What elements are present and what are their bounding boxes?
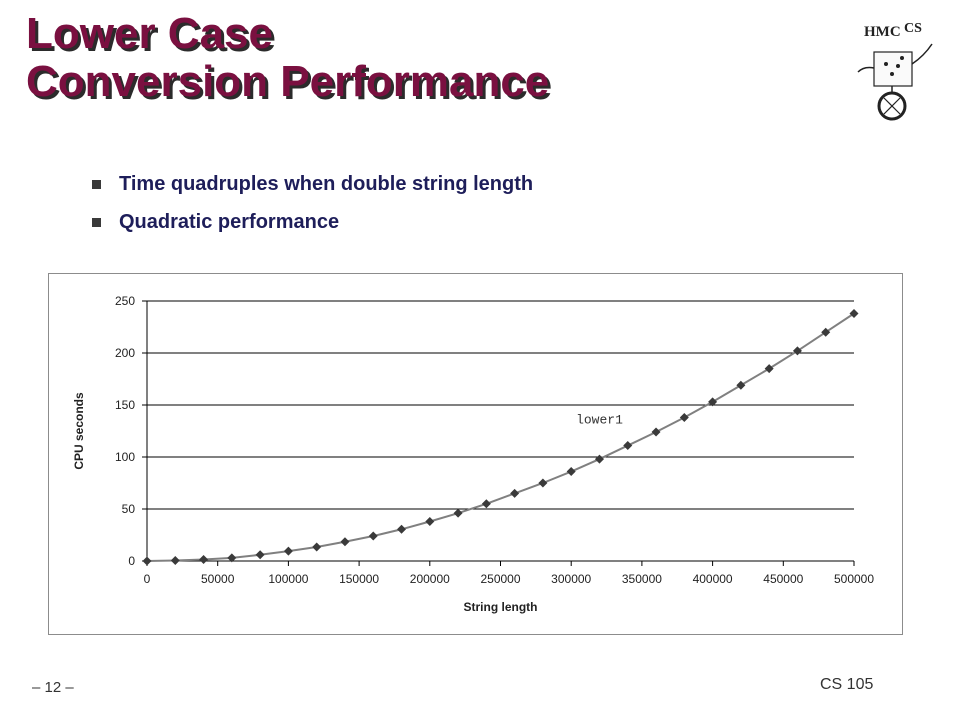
bullet-text: Time quadruples when double string lengt…	[119, 173, 534, 195]
x-tick-label: 450000	[763, 572, 803, 586]
bullet-text: Quadratic performance	[119, 211, 340, 233]
data-point	[821, 327, 831, 337]
x-axis-label: String length	[464, 600, 538, 614]
x-tick-label: 300000	[551, 572, 591, 586]
chart-container: 0 50 100 150 200 250 0 50000 100000 150000 200000 2…	[48, 273, 903, 635]
title-line-2: Conversion Performance	[26, 57, 550, 106]
data-point	[679, 412, 689, 422]
x-tick-label: 0	[144, 572, 151, 586]
data-point	[708, 397, 718, 407]
x-tick-label: 200000	[410, 572, 450, 586]
x-tick-label: 100000	[268, 572, 308, 586]
data-point	[368, 531, 378, 541]
slide-title: Lower Case Conversion Performance	[26, 10, 549, 106]
hmc-cs-logo: HMC CS	[857, 21, 933, 121]
y-tick-label: 200	[115, 346, 135, 360]
x-tick-label: 50000	[201, 572, 235, 586]
data-point	[594, 454, 604, 464]
data-point	[199, 554, 209, 564]
x-tick-label: 350000	[622, 572, 662, 586]
data-point	[340, 537, 350, 547]
page-number: – 12 –	[32, 679, 74, 696]
data-point	[397, 524, 407, 534]
data-point	[510, 488, 520, 498]
y-tick-label: 150	[115, 398, 135, 412]
y-tick-label: 250	[115, 294, 135, 308]
data-point	[425, 516, 435, 526]
data-point	[651, 427, 661, 437]
bullet-item: Time quadruples when double string lengt…	[92, 168, 533, 206]
x-tick-label: 250000	[480, 572, 520, 586]
series-annotation: lower1	[576, 413, 623, 428]
y-axis-label: CPU seconds	[72, 392, 86, 470]
title-line-1: Lower Case	[26, 9, 273, 58]
data-point	[283, 546, 293, 556]
y-tick-label: 50	[122, 502, 136, 516]
data-point	[566, 467, 576, 477]
bullet-square-icon	[92, 218, 101, 227]
data-point	[849, 308, 859, 318]
data-point	[481, 499, 491, 509]
bullet-item: Quadratic performance	[92, 206, 533, 244]
data-point	[623, 441, 633, 451]
y-tick-label: 0	[128, 554, 135, 568]
data-point	[764, 364, 774, 374]
svg-text:HMC: HMC	[864, 24, 901, 40]
svg-text:CS: CS	[904, 21, 922, 36]
y-tick-label: 100	[115, 450, 135, 464]
series-line	[146, 312, 855, 562]
data-point	[453, 508, 463, 518]
x-tick-label: 400000	[693, 572, 733, 586]
data-point	[255, 550, 265, 560]
bullet-square-icon	[92, 180, 101, 189]
x-tick-label: 500000	[834, 572, 874, 586]
course-label: CS 105	[820, 676, 874, 693]
data-point	[538, 478, 548, 488]
data-point	[312, 542, 322, 552]
data-point	[792, 346, 802, 356]
data-point	[736, 380, 746, 390]
data-point	[170, 555, 180, 565]
bullet-list: Time quadruples when double string lengt…	[92, 168, 533, 244]
data-point	[142, 556, 152, 566]
data-point	[227, 553, 237, 563]
cpu-time-chart: 0 50 100 150 200 250 0 50000 100000 150000 200000 2…	[72, 294, 874, 614]
x-tick-label: 150000	[339, 572, 379, 586]
